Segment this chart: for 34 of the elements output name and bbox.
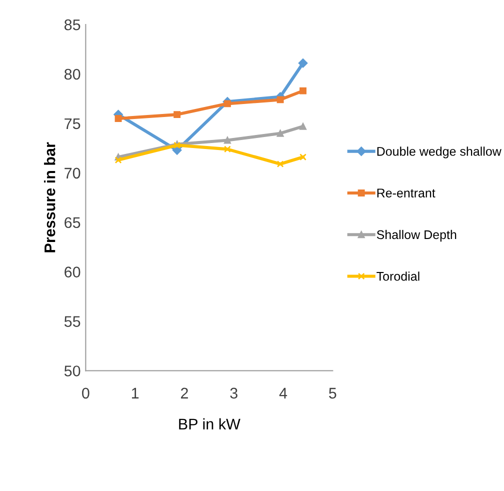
x-tick-label: 5 (329, 388, 336, 399)
y-axis-title: Pressure in bar (44, 142, 56, 252)
point (224, 146, 231, 153)
y-tick-label: 85 (64, 19, 80, 30)
point (298, 58, 308, 68)
point (224, 100, 231, 108)
legend-label: Shallow Depth (376, 230, 456, 242)
x-tick-label: 0 (82, 388, 90, 399)
legend-label: Re-entrant (377, 188, 436, 198)
legend-label: Double wedge shallow (377, 146, 502, 158)
x-tick-label: 1 (132, 388, 139, 398)
point (300, 122, 306, 130)
point (276, 160, 284, 168)
point (276, 96, 284, 104)
x-axis-title: BP in kW (179, 418, 240, 430)
point (174, 111, 181, 118)
y-tick-label: 65 (64, 217, 80, 228)
point (300, 154, 306, 161)
y-tick-label: 70 (64, 168, 80, 179)
legend-label: Torodial (376, 272, 420, 281)
point (114, 156, 122, 164)
point (300, 87, 306, 94)
y-tick-label: 50 (64, 366, 80, 376)
point (114, 115, 122, 122)
x-tick-label: 4 (279, 388, 288, 398)
line-series (114, 142, 306, 168)
y-tick-label: 80 (64, 68, 80, 80)
x-tick-label: 2 (180, 388, 188, 398)
point (224, 136, 231, 144)
y-tick-label: 55 (64, 316, 80, 327)
point (276, 130, 284, 137)
y-tick-label: 75 (64, 118, 80, 130)
y-tick-label: 60 (64, 266, 80, 278)
x-tick-label: 3 (230, 388, 238, 399)
